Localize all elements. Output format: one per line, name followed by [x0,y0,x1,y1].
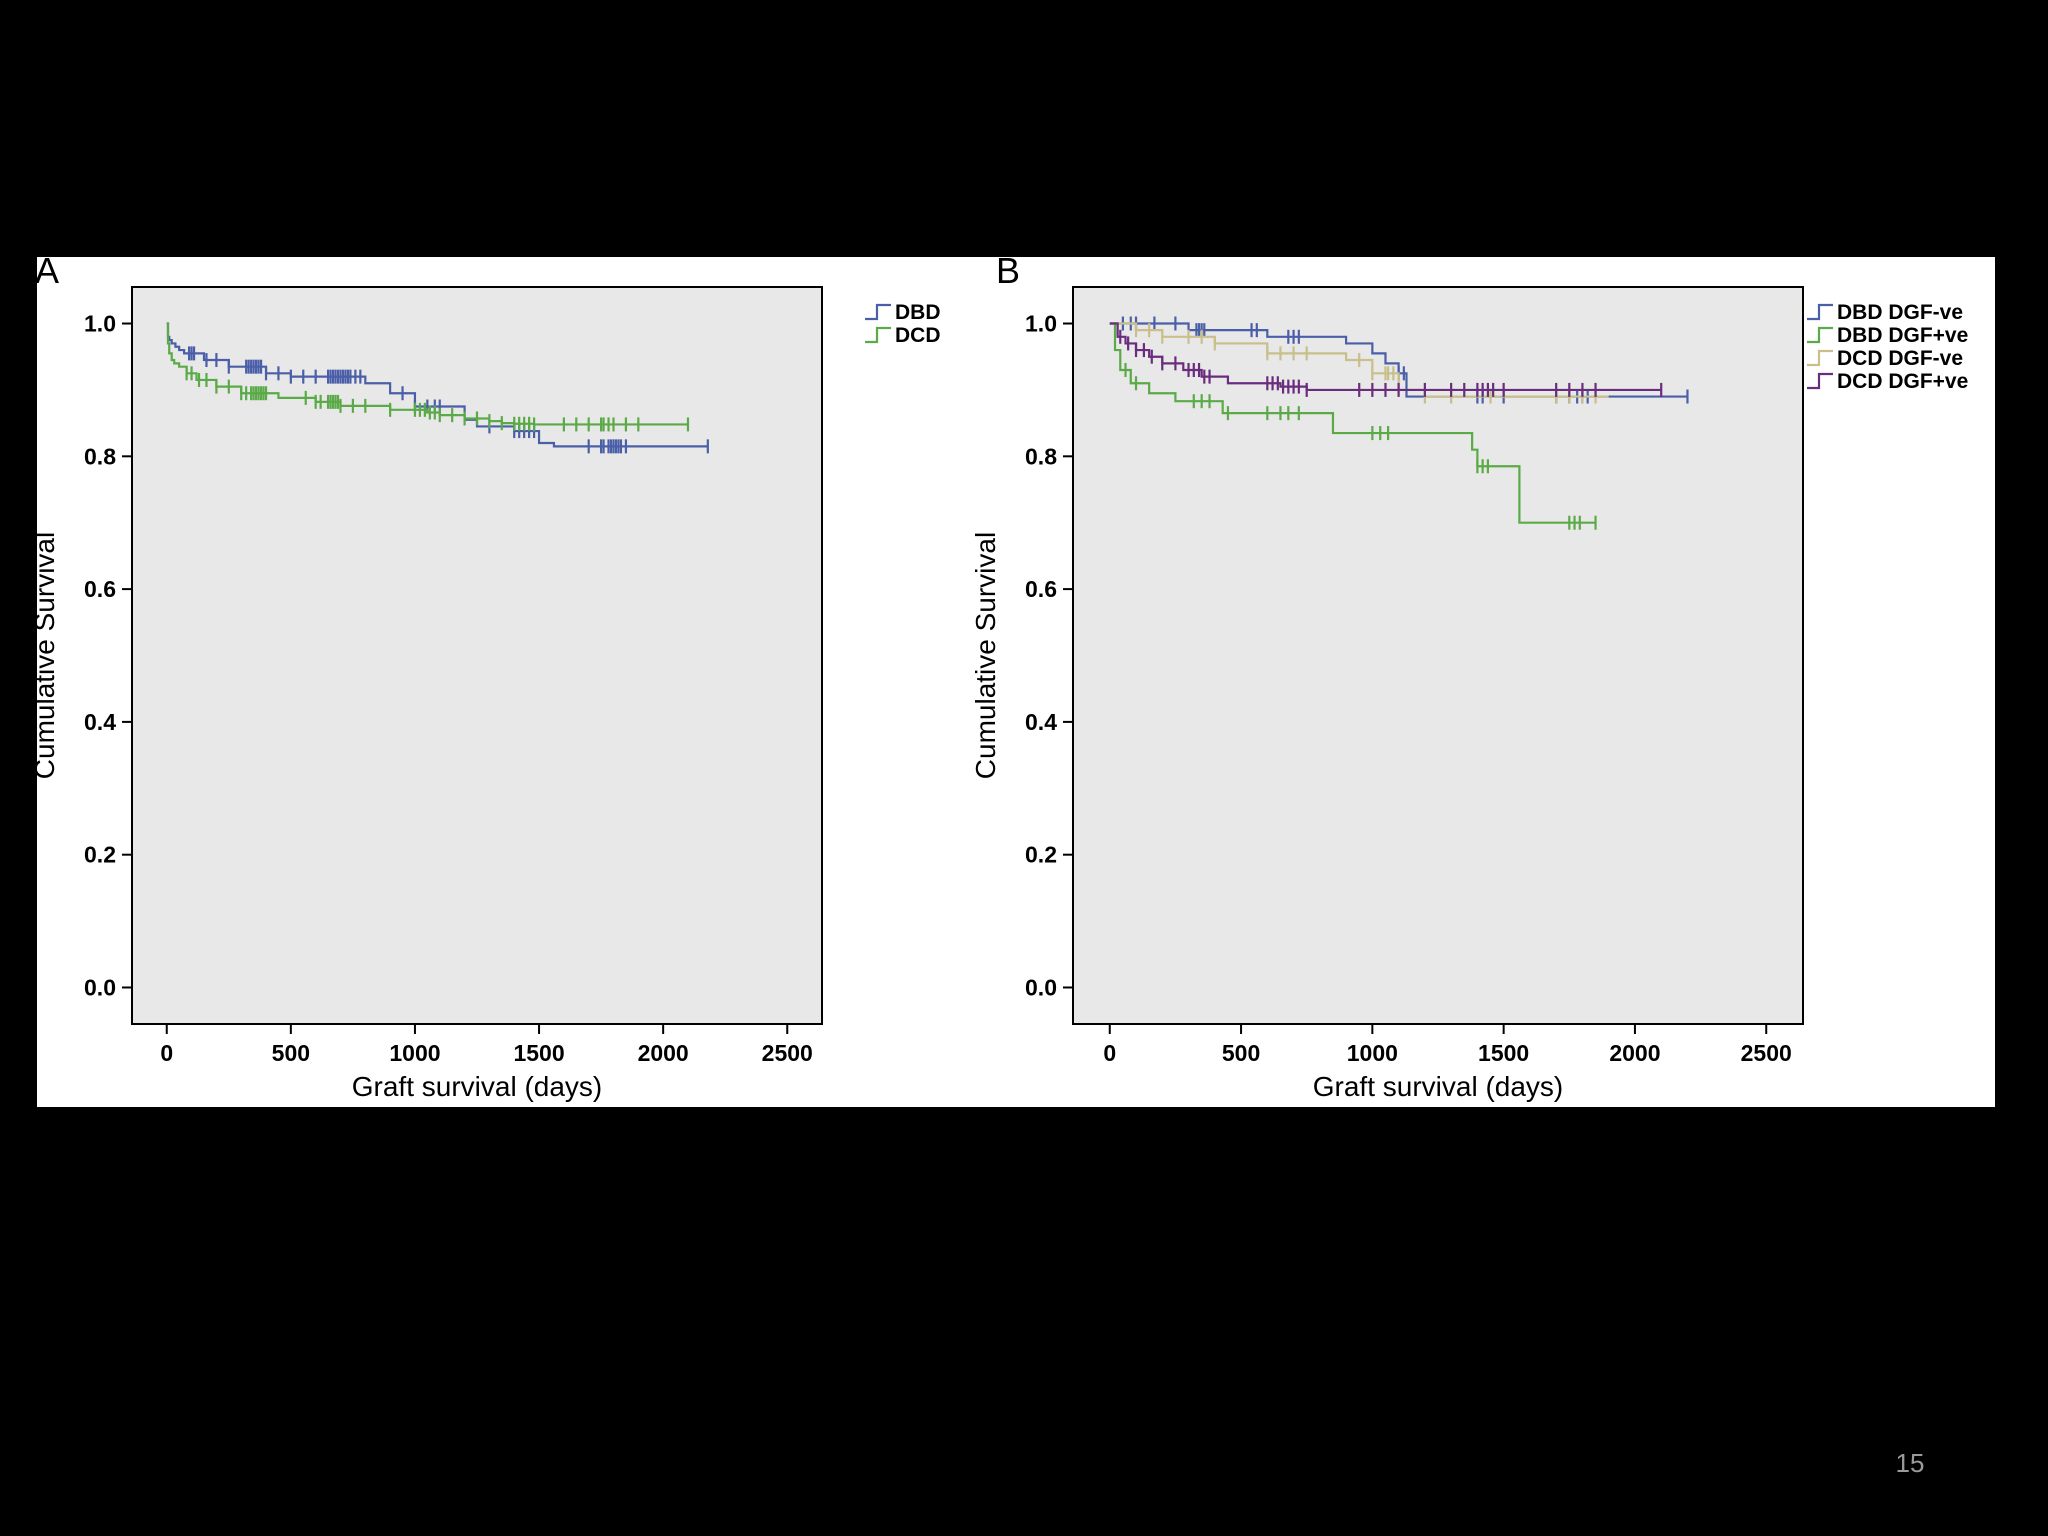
legend-label: DCD DGF+ve [1837,370,1968,393]
panel-a: A 0.0 0.2 0.4 0.6 0.8 1.0 0 500 1000 1500 2000 2500 G… [37,257,941,1102]
legend-swatch [1807,303,1833,321]
survival-line [1109,322,1662,392]
y-axis-label: Cumulative Survival [37,532,60,779]
y-tick-label: 0.4 [1025,709,1057,735]
legend-label: DBD [895,301,941,324]
survival-line [166,322,688,426]
survival-figure-svg: A 0.0 0.2 0.4 0.6 0.8 1.0 0 500 1000 1500 2000 2500 G… [37,257,1968,1102]
x-axis-label: Graft survival (days) [1313,1071,1564,1102]
survival-line [1109,322,1688,398]
x-axis-label: Graft survival (days) [352,1071,603,1102]
x-tick-label: 500 [1222,1040,1260,1066]
y-axis-label: Cumulative Survival [970,532,1001,779]
series-dbd-dgf-ve [1109,322,1597,530]
legend-swatch [865,303,891,321]
x-tick-label: 2000 [638,1040,689,1066]
legend-swatch [1807,372,1833,390]
x-tick-label: 1000 [389,1040,440,1066]
y-tick-label: 0.6 [84,576,116,602]
plot-area [131,286,823,1025]
x-tick-label: 1500 [1478,1040,1529,1066]
y-tick-label: 0.0 [1025,974,1057,1000]
y-tick-label: 0.4 [84,709,116,735]
x-tick-label: 500 [272,1040,310,1066]
legend-label: DBD DGF+ve [1837,324,1968,347]
legend-swatch [1807,349,1833,367]
slide-page-number: 15 [1895,1448,1925,1478]
x-tick-label: 1000 [1347,1040,1398,1066]
y-tick-label: 0.8 [1025,443,1057,469]
survival-line [1109,322,1596,524]
panel-label: B [996,257,1020,291]
legend-label: DBD DGF-ve [1837,301,1963,324]
x-tick-label: 2500 [1741,1040,1792,1066]
y-tick-label: 1.0 [1025,311,1057,337]
y-tick-label: 0.6 [1025,576,1057,602]
x-tick-label: 1500 [513,1040,564,1066]
survival-figure: A 0.0 0.2 0.4 0.6 0.8 1.0 0 500 1000 1500 2000 2500 G… [37,257,1995,1107]
y-tick-label: 0.2 [1025,842,1057,868]
y-tick-label: 0.2 [84,842,116,868]
x-tick-label: 2000 [1609,1040,1660,1066]
panel-b: B 0.0 0.2 0.4 0.6 0.8 1.0 0 500 1000 1500 2000 2500 G… [970,257,1968,1102]
legend-label: DCD DGF-ve [1837,347,1963,370]
legend-label: DCD [895,324,941,347]
x-tick-label: 0 [1103,1040,1116,1066]
y-tick-label: 0.8 [84,443,116,469]
legend-swatch [865,326,891,344]
y-tick-label: 0.0 [84,974,116,1000]
y-tick-label: 1.0 [84,311,116,337]
panel-label: A [37,257,59,291]
plot-area [1072,286,1804,1025]
legend-swatch [1807,326,1833,344]
series-dcd [166,322,690,432]
x-tick-label: 2500 [762,1040,813,1066]
series-dcd-dgf-ve [1109,322,1663,397]
x-tick-label: 0 [160,1040,173,1066]
